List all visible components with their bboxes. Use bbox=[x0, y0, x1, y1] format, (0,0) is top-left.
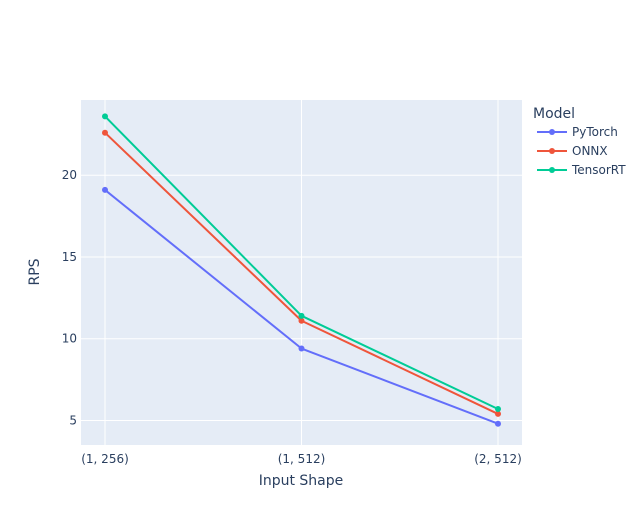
legend-swatch-marker bbox=[549, 167, 555, 173]
legend-item-pytorch[interactable]: PyTorch bbox=[537, 125, 618, 139]
y-axis-ticks: 5 10 15 20 bbox=[62, 168, 77, 427]
y-tick-label: 15 bbox=[62, 250, 77, 264]
y-tick-label: 5 bbox=[69, 413, 77, 427]
legend-title: Model bbox=[533, 106, 575, 122]
series-onnx bbox=[102, 129, 501, 417]
data-point-tensorrt[interactable] bbox=[298, 312, 305, 319]
grid bbox=[81, 100, 522, 445]
legend-label: PyTorch bbox=[572, 125, 618, 139]
data-point-tensorrt[interactable] bbox=[495, 406, 501, 413]
legend[interactable]: Model PyTorch ONNX TensorRT bbox=[533, 106, 626, 177]
data-point-onnx[interactable] bbox=[298, 317, 305, 324]
data-point-onnx[interactable] bbox=[495, 410, 501, 417]
legend-item-onnx[interactable]: ONNX bbox=[537, 144, 608, 158]
series-tensorrt bbox=[102, 113, 501, 413]
y-axis-title: RPS bbox=[27, 258, 43, 285]
data-point-pytorch[interactable] bbox=[298, 345, 305, 352]
x-tick-label: (1, 256) bbox=[81, 452, 129, 466]
data-point-pytorch[interactable] bbox=[495, 420, 501, 427]
legend-swatch-marker bbox=[549, 129, 555, 135]
y-tick-label: 10 bbox=[62, 332, 77, 346]
x-axis-ticks: (1, 256) (1, 512) (2, 512) bbox=[81, 452, 522, 466]
legend-swatch-marker bbox=[549, 148, 555, 154]
legend-label: ONNX bbox=[572, 144, 608, 158]
series-layer bbox=[102, 113, 501, 427]
y-tick-label: 20 bbox=[62, 168, 77, 182]
x-tick-label: (1, 512) bbox=[278, 452, 326, 466]
x-tick-label: (2, 512) bbox=[474, 452, 522, 466]
legend-label: TensorRT bbox=[571, 163, 626, 177]
legend-item-tensorrt[interactable]: TensorRT bbox=[537, 163, 626, 177]
data-point-tensorrt[interactable] bbox=[102, 113, 108, 120]
data-point-pytorch[interactable] bbox=[102, 186, 108, 193]
x-axis-title: Input Shape bbox=[259, 473, 344, 489]
data-point-onnx[interactable] bbox=[102, 129, 108, 136]
series-pytorch bbox=[102, 186, 501, 427]
